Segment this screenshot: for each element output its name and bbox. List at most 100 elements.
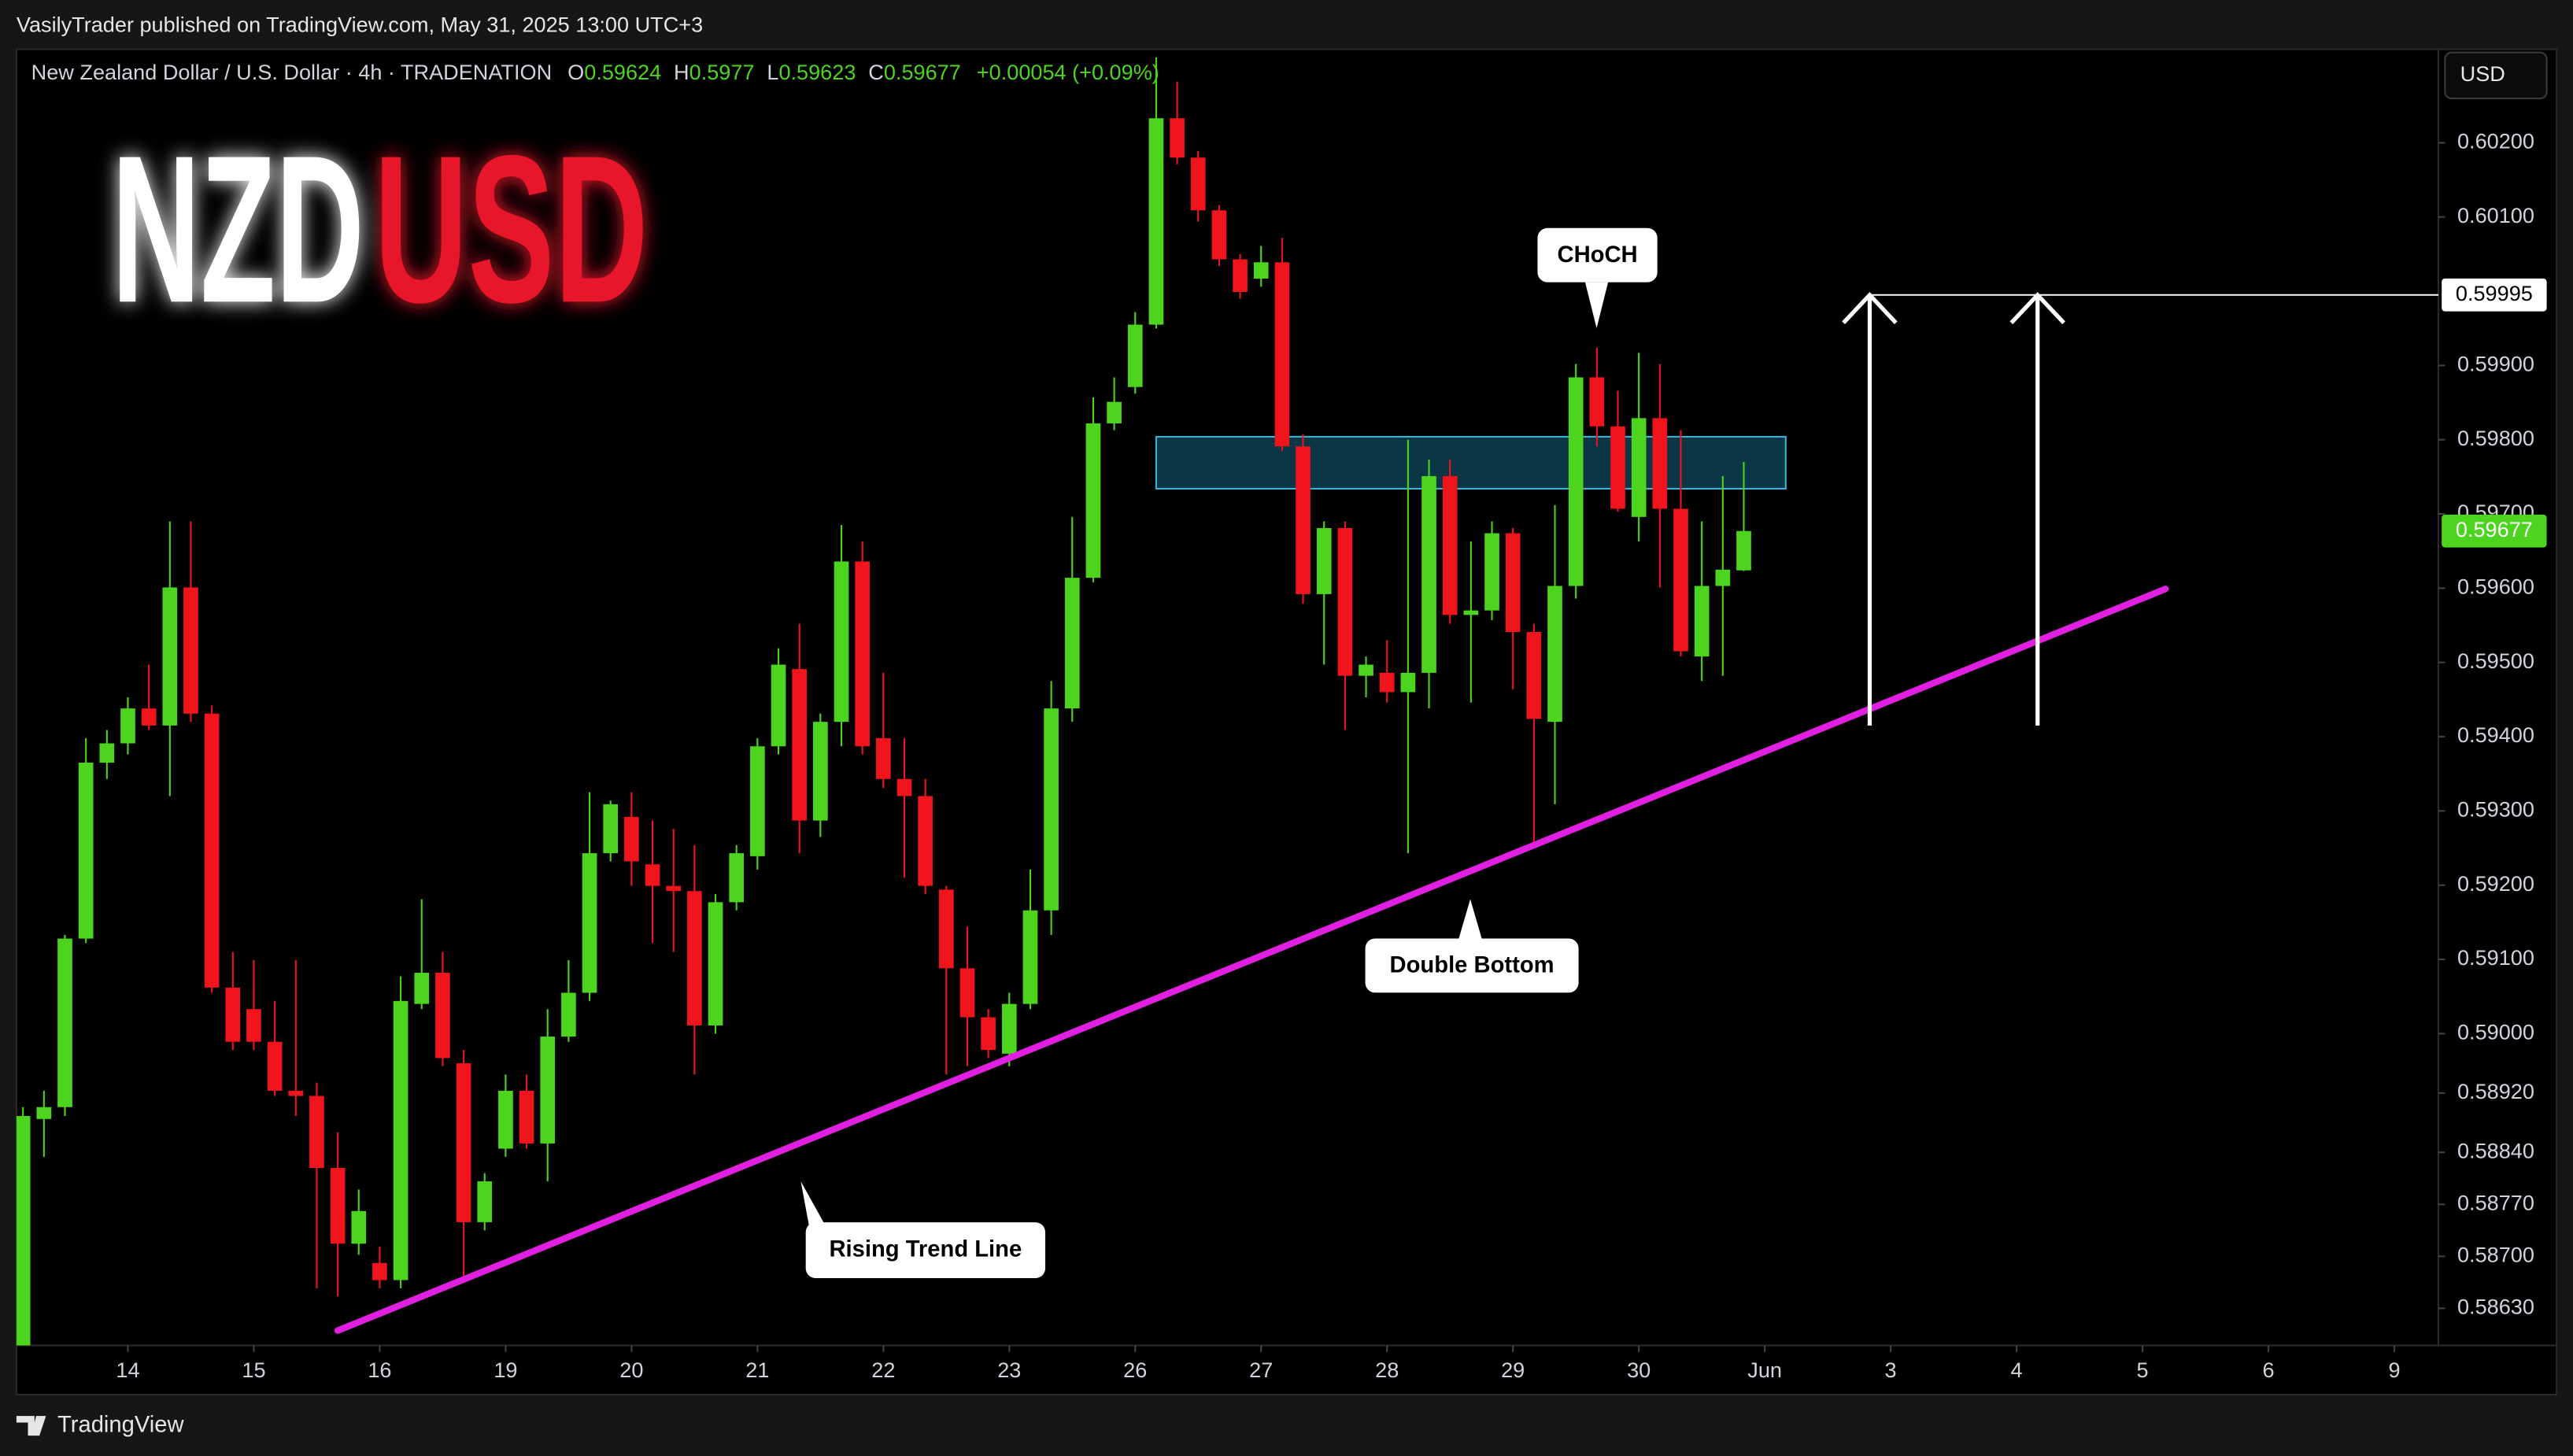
- candle-body: [1673, 508, 1688, 652]
- symbol-line: New Zealand Dollar / U.S. Dollar · 4h · …: [31, 60, 552, 84]
- candle-body: [1442, 475, 1458, 615]
- candle-body: [1568, 377, 1584, 586]
- candle-body: [36, 1107, 52, 1119]
- candle-body: [1085, 423, 1101, 578]
- candle-body: [204, 713, 220, 988]
- candle-body: [561, 992, 576, 1037]
- candle-body: [1148, 118, 1164, 325]
- candle-body: [267, 1041, 283, 1091]
- candle-body: [1296, 446, 1311, 594]
- candle-body: [771, 664, 786, 747]
- candle-body: [78, 763, 94, 939]
- callout-double-bottom: Double Bottom: [1365, 899, 1579, 993]
- candle-body: [1652, 418, 1668, 509]
- candle-body: [981, 1017, 996, 1051]
- brand-logo: [16, 1416, 46, 1436]
- x-tick-label: 29: [1501, 1358, 1525, 1382]
- legend-change: +0.00054 (+0.09%): [977, 60, 1159, 84]
- title-quote: USD: [374, 111, 648, 346]
- candle-body: [750, 746, 765, 856]
- y-tick-label: 0.59400: [2457, 722, 2534, 747]
- time-axis: [15, 1344, 2558, 1396]
- candle-body: [624, 816, 639, 862]
- candle-body: [1379, 672, 1395, 693]
- candle-body: [1736, 530, 1751, 571]
- y-tick-label: 0.59100: [2457, 945, 2534, 970]
- legend-letter: C: [868, 60, 884, 84]
- candle-body: [351, 1210, 367, 1244]
- candle-body: [1631, 418, 1647, 517]
- candle-body: [1400, 672, 1416, 693]
- candle-body: [1022, 910, 1038, 1004]
- candle-body: [1715, 569, 1731, 586]
- x-tick-label: Jun: [1747, 1358, 1782, 1382]
- candle-body: [1337, 527, 1353, 676]
- candle-body: [1421, 475, 1436, 673]
- candle-body: [1463, 610, 1479, 615]
- callout-choch: CHoCH: [1537, 227, 1658, 328]
- candle-body: [393, 1000, 409, 1280]
- candle-body: [1233, 259, 1248, 292]
- candle-body: [645, 864, 660, 886]
- candle-body: [1316, 527, 1332, 594]
- candle-body: [1547, 586, 1562, 722]
- candle-body: [1064, 578, 1080, 709]
- candle-body: [1127, 324, 1143, 387]
- y-tick-label: 0.58700: [2457, 1242, 2534, 1266]
- y-tick-label: 0.58840: [2457, 1138, 2534, 1162]
- candle-body: [1484, 533, 1499, 611]
- candle-body: [813, 722, 828, 821]
- y-tick-label: 0.59200: [2457, 871, 2534, 896]
- level-tag-label: 0.59995: [2456, 281, 2533, 305]
- legend-value: 0.59623: [778, 60, 856, 84]
- big-title: NZD USD: [112, 111, 649, 346]
- y-tick-label: 0.58920: [2457, 1079, 2534, 1103]
- x-tick-label: 5: [2137, 1358, 2149, 1382]
- x-tick-label: 30: [1627, 1358, 1651, 1382]
- publisher-line: VasilyTrader published on TradingView.co…: [17, 13, 703, 37]
- x-tick-label: 21: [745, 1358, 769, 1382]
- arrow: [1842, 291, 1898, 726]
- candle-body: [1505, 533, 1521, 633]
- x-tick-label: 26: [1123, 1358, 1147, 1382]
- callout-box: [805, 1222, 1046, 1279]
- candle-body: [519, 1090, 534, 1144]
- plot: [16, 57, 2438, 1346]
- legend-letter: O: [567, 60, 584, 84]
- candle-body: [498, 1090, 513, 1149]
- x-tick-label: 19: [494, 1358, 517, 1382]
- y-tick-label: 0.59800: [2457, 426, 2534, 450]
- candle-body: [372, 1262, 387, 1280]
- candle-body: [1610, 426, 1625, 509]
- candle-body: [141, 708, 157, 726]
- title-base: NZD: [112, 111, 364, 346]
- x-tick-label: 16: [368, 1358, 391, 1382]
- candle-body: [456, 1063, 471, 1222]
- axes: 0.602000.601000.599000.598000.597000.596…: [116, 129, 2547, 1382]
- candle-body: [875, 737, 891, 779]
- x-tick-label: 20: [619, 1358, 643, 1382]
- candle-body: [582, 853, 597, 993]
- candle-body: [1274, 262, 1290, 447]
- y-tick-label: 0.60200: [2457, 129, 2534, 153]
- candle-body: [330, 1168, 346, 1244]
- candle-body: [959, 968, 975, 1018]
- x-tick-label: 4: [2011, 1358, 2023, 1382]
- x-tick-label: 27: [1249, 1358, 1273, 1382]
- candle-body: [855, 561, 870, 747]
- candle-body: [1589, 377, 1605, 427]
- currency-button[interactable]: [2444, 51, 2548, 100]
- price-tag: [2442, 514, 2547, 548]
- symbol-legend: New Zealand Dollar / U.S. Dollar · 4h · …: [31, 60, 1159, 84]
- candle-body: [225, 987, 241, 1042]
- callout-box: [1537, 227, 1658, 283]
- candle-body: [729, 853, 745, 903]
- y-tick-label: 0.59900: [2457, 352, 2534, 376]
- y-tick-label: 0.60100: [2457, 203, 2534, 227]
- candle-body: [603, 804, 619, 854]
- plot-area: [15, 48, 2440, 1347]
- candle-body: [435, 972, 450, 1059]
- legend-letter: L: [767, 60, 778, 84]
